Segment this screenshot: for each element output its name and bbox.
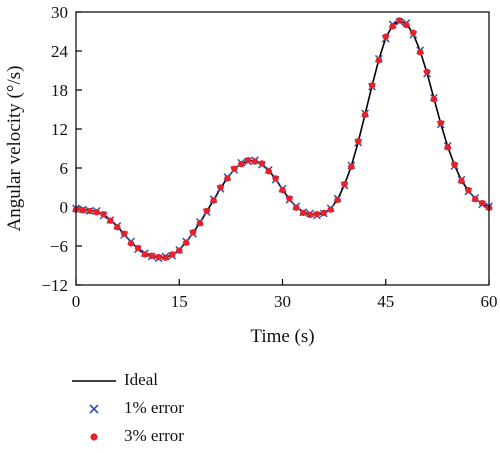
- dot-marker-point: [451, 161, 458, 168]
- plot-frame: [75, 11, 490, 286]
- y-tick-labels: −12 −6 0 6 12 18 24 30: [41, 3, 68, 295]
- y-tick-label: 0: [60, 198, 69, 217]
- dot-marker-point: [100, 210, 107, 218]
- dot-marker-point: [327, 206, 334, 213]
- dot-marker-point: [478, 199, 486, 207]
- dot-marker-point: [472, 196, 479, 203]
- axis-ticks: [75, 11, 490, 286]
- dot-marker-point: [430, 95, 438, 103]
- y-tick-label: −12: [41, 276, 68, 295]
- x-axis-title: Time (s): [250, 326, 314, 347]
- y-axis-title: Angular velocity (°/s): [4, 66, 25, 232]
- x-tick-label: 15: [171, 292, 188, 311]
- dot-marker-point: [231, 165, 238, 172]
- dot-marker-point: [382, 33, 389, 40]
- dot-marker-point: [134, 244, 142, 252]
- legend-item-3pct-error: 3% error: [70, 424, 270, 450]
- dot-marker-point: [244, 157, 252, 164]
- y-tick-label: −6: [50, 237, 68, 256]
- dot-marker-point: [196, 220, 204, 227]
- x-tick-label: 60: [481, 292, 498, 311]
- dot-marker-point: [155, 253, 162, 261]
- legend-label-1pct-error: 1% error: [124, 398, 184, 417]
- y-tick-label: 24: [51, 42, 69, 61]
- dot-marker-point: [286, 195, 293, 202]
- dot-marker-point: [348, 163, 355, 170]
- x-tick-labels: 0 15 30 45 60: [72, 292, 498, 311]
- legend: Ideal 1% error 3% error: [70, 364, 270, 450]
- dot-marker-point: [299, 209, 307, 217]
- y-tick-label: 18: [51, 81, 68, 100]
- dot-marker-point: [403, 21, 410, 29]
- dot-marker-point: [169, 251, 176, 258]
- legend-dot-marker-swatch: [90, 433, 98, 441]
- dot-marker-point: [127, 240, 135, 247]
- dot-marker-point: [306, 211, 314, 218]
- dot-marker-point: [251, 158, 259, 165]
- dot-marker-point: [444, 144, 451, 151]
- dot-marker-point: [368, 82, 376, 89]
- chart-canvas: −12 −6 0 6 12 18 24 30 0 15 30 45 60 Time (s) Angul…: [4, 3, 498, 347]
- dot-marker-point: [203, 207, 210, 215]
- dot-marker-point: [334, 196, 341, 204]
- dot-marker-point: [148, 252, 155, 259]
- dot-marker-point: [361, 111, 369, 118]
- dot-marker-point: [293, 204, 300, 211]
- y-tick-label: 6: [60, 159, 69, 178]
- dot-marker-point: [189, 229, 197, 236]
- dot-marker-point: [396, 17, 403, 24]
- dot-marker-point: [458, 177, 465, 185]
- dot-marker-point: [313, 210, 321, 218]
- dot-marker-point: [210, 197, 217, 204]
- series-layer: [72, 17, 493, 263]
- series-3pct-error: [72, 17, 493, 261]
- dot-marker-point: [79, 207, 87, 214]
- dot-marker-point: [437, 119, 445, 127]
- legend-item-1pct-error: 1% error: [70, 396, 270, 422]
- dot-marker-point: [182, 239, 190, 246]
- dot-marker-point: [93, 209, 100, 216]
- dot-marker-point: [416, 49, 424, 56]
- dot-marker-point: [120, 230, 128, 237]
- legend-label-3pct-error: 3% error: [124, 426, 184, 445]
- dot-marker-point: [265, 168, 272, 175]
- legend-line-swatch: [72, 380, 116, 382]
- dot-marker-point: [114, 223, 121, 231]
- dot-marker-point: [258, 160, 266, 167]
- dot-marker-point: [389, 23, 396, 30]
- dot-marker-point: [279, 186, 286, 194]
- legend-item-ideal: Ideal: [70, 368, 270, 394]
- series-1pct-error: [72, 17, 493, 263]
- dot-marker-point: [410, 29, 417, 36]
- ideal-series-line: [75, 20, 490, 259]
- dot-marker-point: [341, 181, 348, 188]
- dot-marker-point: [375, 56, 383, 64]
- x-tick-label: 30: [274, 292, 291, 311]
- dot-marker-point: [176, 247, 183, 254]
- dot-marker-point: [224, 175, 231, 182]
- y-tick-label: 30: [51, 3, 68, 22]
- legend-x-marker-swatch: [89, 404, 99, 414]
- dot-marker-point: [320, 209, 327, 217]
- dot-marker-point: [141, 251, 149, 258]
- dot-marker-point: [355, 138, 362, 145]
- x-tick-label: 0: [72, 292, 81, 311]
- dot-marker-point: [238, 160, 245, 168]
- dot-marker-point: [162, 254, 169, 261]
- dot-marker-point: [217, 184, 224, 191]
- dot-marker-point: [107, 217, 114, 224]
- dot-marker-point: [465, 186, 472, 194]
- legend-label-ideal: Ideal: [124, 370, 158, 389]
- dot-marker-point: [272, 175, 279, 182]
- dot-marker-point: [86, 207, 93, 215]
- dot-marker-point: [423, 68, 431, 76]
- x-tick-label: 45: [377, 292, 394, 311]
- y-tick-label: 12: [51, 120, 68, 139]
